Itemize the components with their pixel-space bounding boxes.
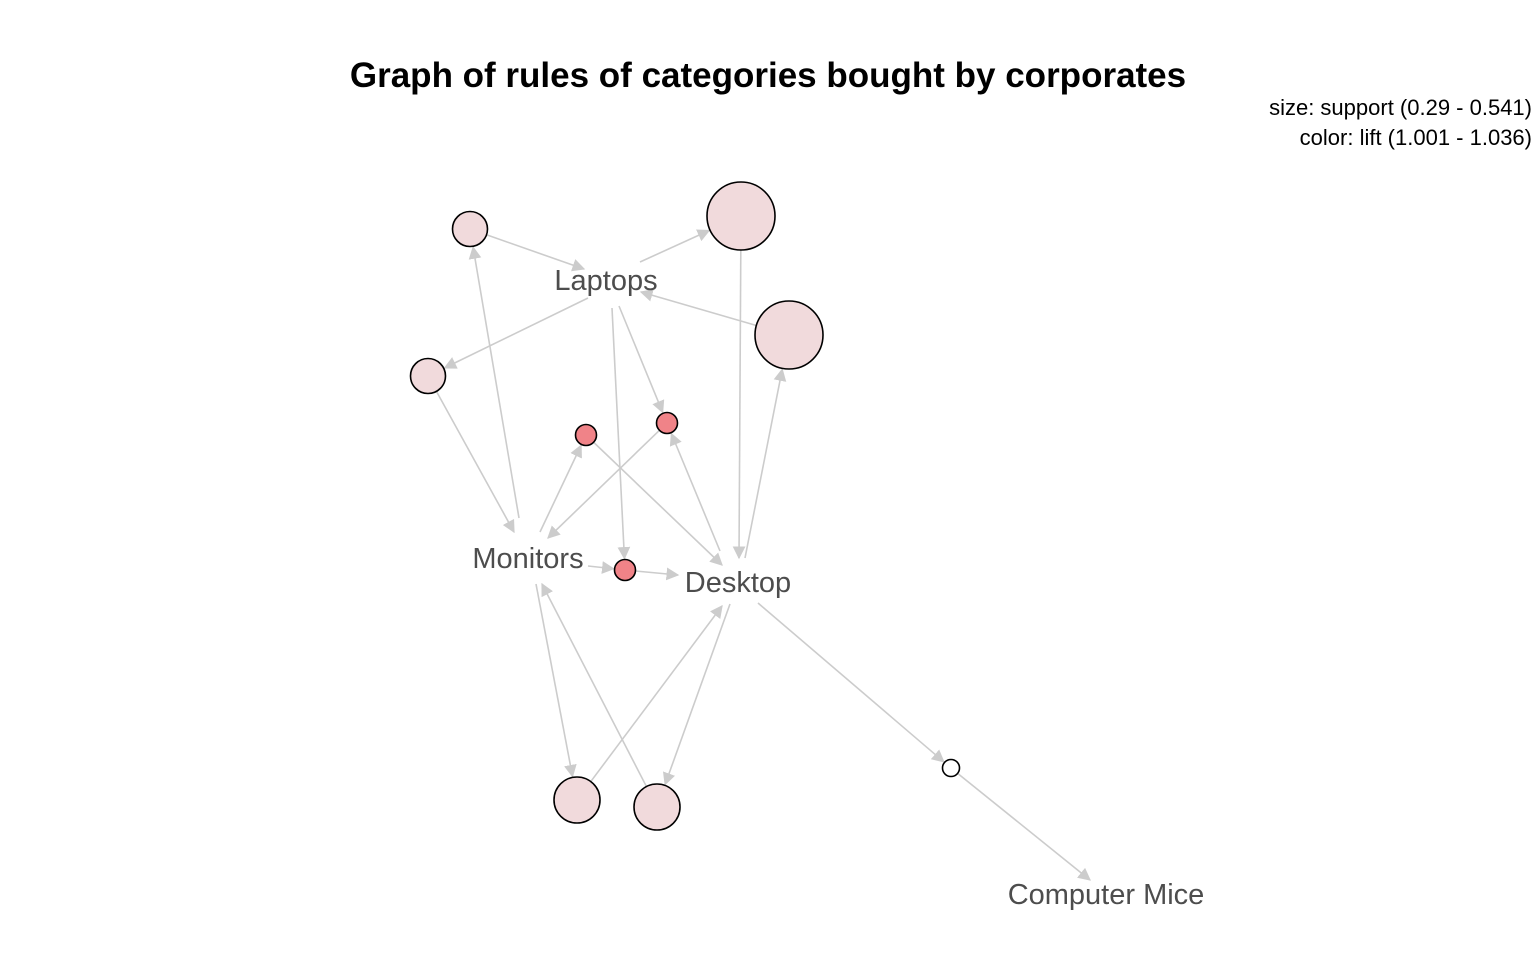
rule-node-r4[interactable] [409, 357, 447, 395]
edge-monitors-to-r5 [539, 444, 582, 533]
edge-r3-to-laptops [639, 289, 757, 327]
rule-node-r10[interactable] [941, 758, 961, 778]
edge-desktop-to-r6 [669, 432, 721, 552]
edge-r2-to-desktop [732, 249, 746, 560]
rule-nodes-layer [409, 181, 961, 831]
rule-node-r2[interactable] [706, 181, 776, 251]
edge-monitors-to-r7 [587, 561, 615, 574]
rule-node-r9[interactable] [633, 783, 681, 831]
rule-node-r3[interactable] [754, 300, 824, 370]
edge-r7-to-desktop [635, 567, 680, 581]
edge-r10-to-computer_mice [957, 772, 1091, 881]
edge-monitors-to-r8 [535, 583, 577, 778]
edge-r9-to-monitors [541, 582, 648, 787]
edge-laptops-to-r4 [443, 297, 589, 369]
edge-desktop-to-r3 [744, 368, 787, 559]
item-label-monitors: Monitors [472, 543, 583, 575]
rule-node-r8[interactable] [553, 776, 601, 824]
graph-title: Graph of rules of categories bought by c… [349, 56, 1187, 95]
edge-monitors-to-r1 [468, 245, 520, 519]
edge-r8-to-desktop [590, 604, 723, 783]
item-labels-layer: Laptops Monitors Desktop Computer Mice [472, 265, 1204, 911]
edge-r4-to-monitors [435, 390, 515, 534]
item-label-computer-mice: Computer Mice [1008, 879, 1205, 911]
edges-layer [435, 229, 1091, 881]
edge-laptops-to-r6 [618, 305, 665, 414]
rule-node-r7[interactable] [613, 558, 637, 582]
item-label-desktop: Desktop [685, 567, 791, 599]
legend-color: color: lift (1.001 - 1.036) [1299, 125, 1532, 150]
item-label-laptops: Laptops [554, 265, 657, 297]
legend-size: size: support (0.29 - 0.541) [1269, 95, 1532, 120]
rule-node-r1[interactable] [451, 210, 489, 248]
edge-desktop-to-r9 [662, 603, 731, 786]
edge-r6-to-monitors [547, 429, 661, 539]
rule-node-r5[interactable] [574, 423, 598, 447]
edge-laptops-to-r7 [611, 307, 631, 560]
edge-r1-to-laptops [486, 234, 586, 272]
edge-r5-to-desktop [593, 441, 723, 566]
edge-laptops-to-r2 [639, 229, 711, 263]
edge-desktop-to-r10 [757, 602, 945, 763]
rule-node-r6[interactable] [655, 411, 679, 435]
